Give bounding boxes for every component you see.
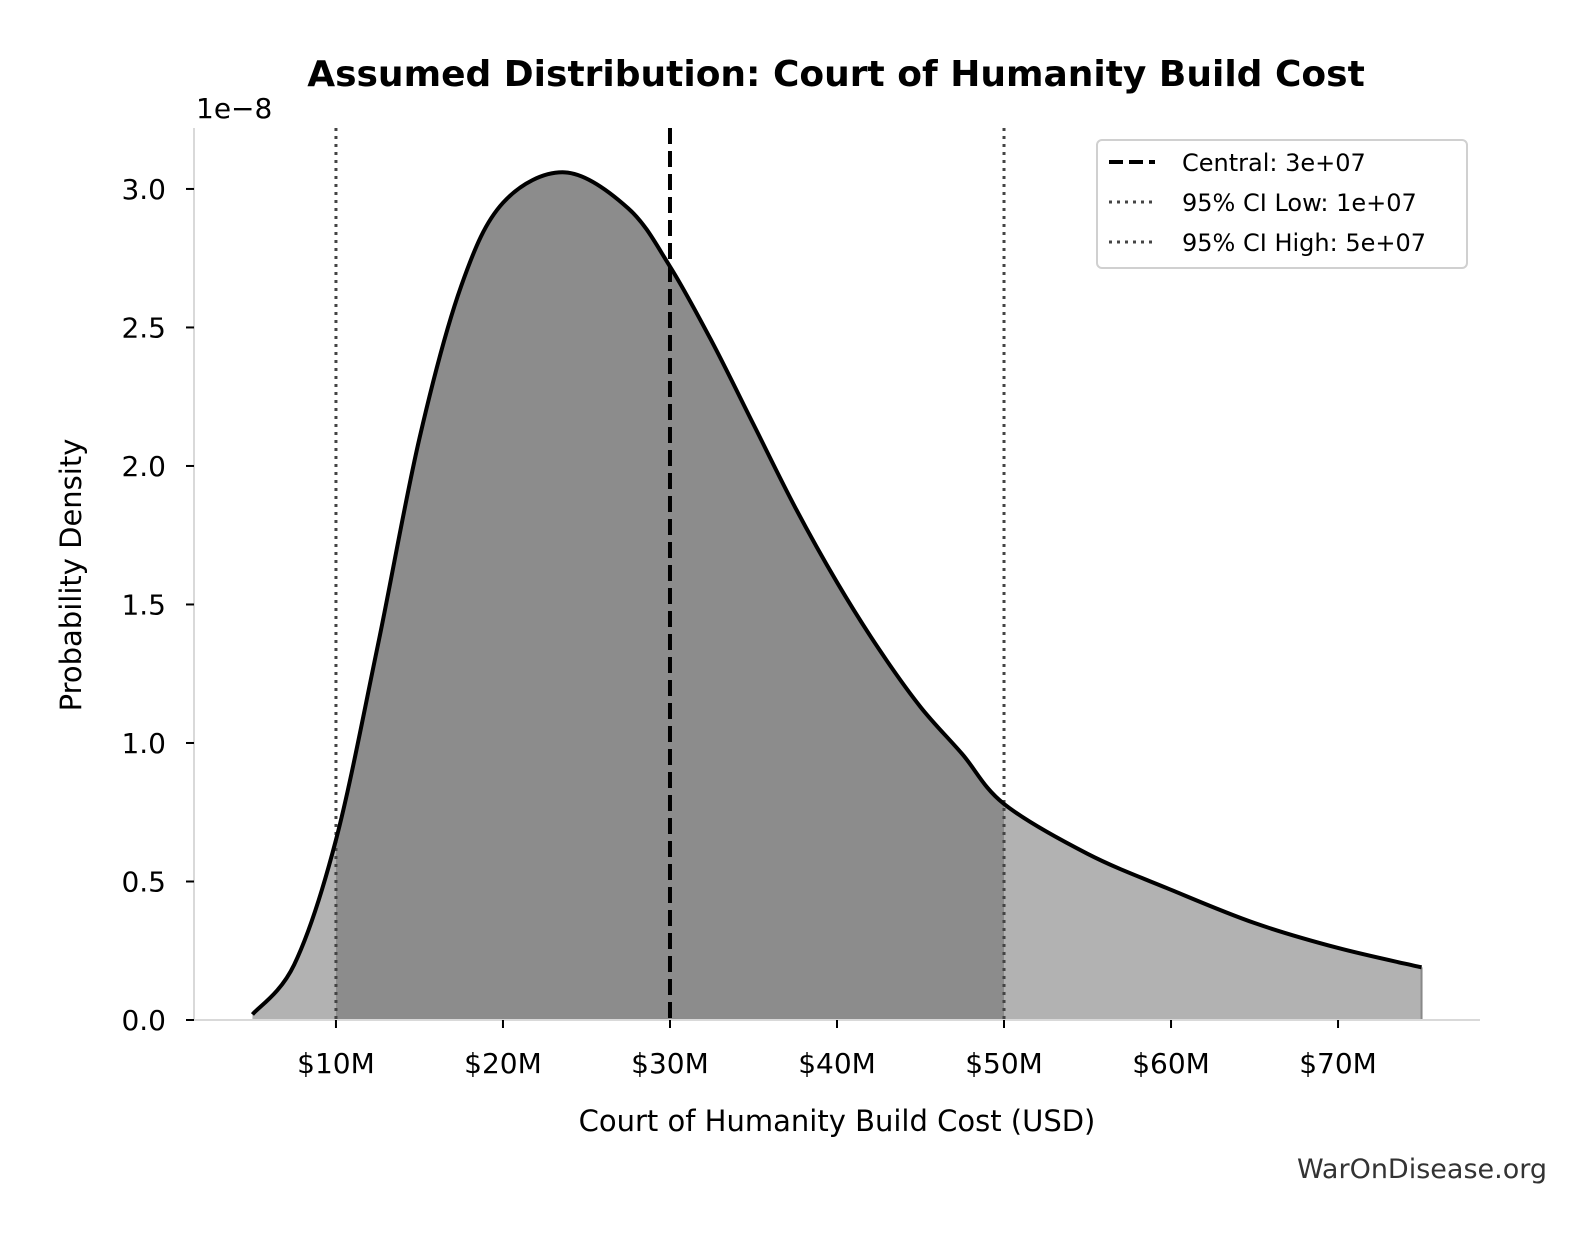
legend-label-ci-low: 95% CI Low: 1e+07 [1182,189,1417,217]
x-tick-label: $50M [965,1047,1043,1080]
reference-lines [334,128,1006,1020]
y-axis-label: Probability Density [54,439,88,712]
y-tick-label: 0.0 [121,1004,166,1037]
x-axis-label: Court of Humanity Build Cost (USD) [579,1104,1096,1138]
legend-box [1096,139,1468,269]
legend-label-ci-high: 95% CI High: 5e+07 [1182,229,1426,257]
x-tick-label: $60M [1132,1047,1210,1080]
x-tick-label: $20M [464,1047,542,1080]
y-offset-label: 1e−8 [196,92,272,125]
x-tick-label: $70M [1299,1047,1377,1080]
legend: Central: 3e+07 95% CI Low: 1e+07 95% CI … [1096,139,1468,269]
ci-interval-area [335,172,1005,1020]
x-tick-label: $10M [297,1047,375,1080]
x-tick-label: $30M [631,1047,709,1080]
y-tick-label: 2.0 [121,450,166,483]
x-tick-label: $40M [798,1047,876,1080]
y-tick-label: 1.5 [121,588,166,621]
density-curve [250,170,1423,1016]
y-tick-label: 1.0 [121,727,166,760]
y-tick-label: 0.5 [121,865,166,898]
x-ticks: $10M $20M $30M $40M $50M $60M $70M [297,1020,1377,1080]
area-fills [252,172,1423,1020]
legend-label-central: Central: 3e+07 [1182,149,1366,177]
source-credit: WarOnDisease.org [1297,1154,1547,1185]
y-tick-label: 3.0 [121,173,166,206]
chart-title: Assumed Distribution: Court of Humanity … [307,54,1365,95]
y-ticks: 0.0 0.5 1.0 1.5 2.0 2.5 3.0 [121,173,194,1037]
y-tick-label: 2.5 [121,311,166,344]
